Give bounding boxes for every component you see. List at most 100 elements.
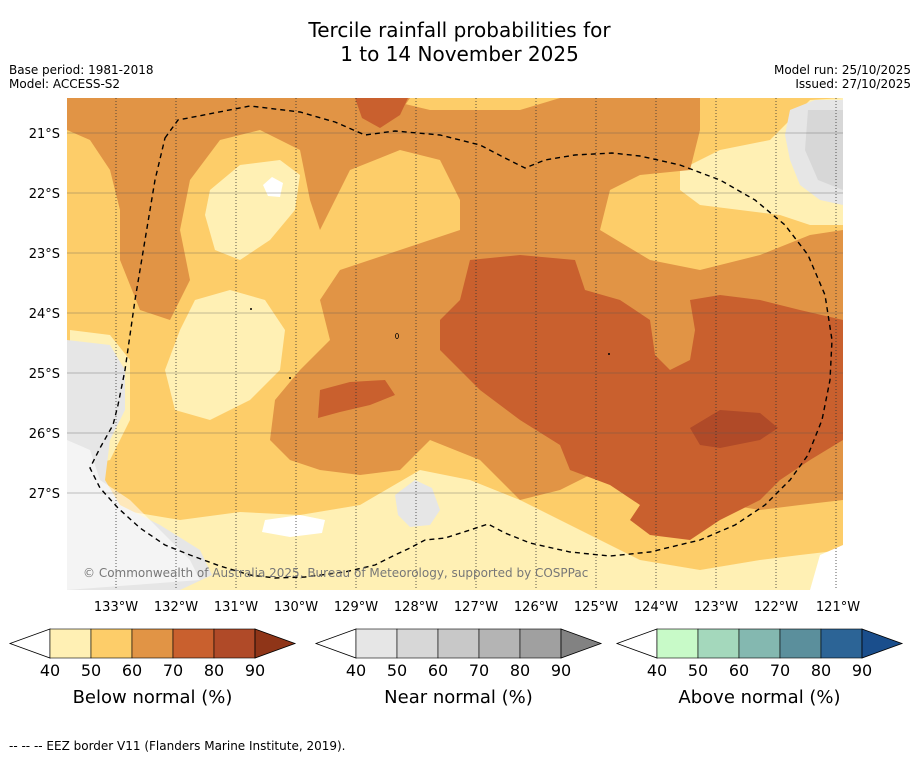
colorbar-segment [478,628,521,659]
colorbar-segment [49,628,92,659]
lon-label: 131°W [214,600,258,615]
colorbar-extension-low [8,628,51,659]
issued-date: Issued: 27/10/2025 [795,77,911,91]
colorbar-tick-label: 90 [245,661,265,680]
colorbar-title: Below normal (%) [73,687,233,708]
colorbar-segment [820,628,863,659]
island-marker [608,353,610,355]
colorbar-segment [90,628,133,659]
colorbar-segment [519,628,562,659]
field-white-south [262,515,325,537]
colorbar-segment [172,628,215,659]
colorbar-tick-label: 80 [811,661,831,680]
eez-footnote: -- -- -- EEZ border V11 (Flanders Marine… [9,739,346,753]
colorbar-tick-label: 50 [81,661,101,680]
lon-label: 130°W [274,600,318,615]
colorbar-segment [697,628,740,659]
longitude-labels: 133°W 132°W 131°W 130°W 129°W 128°W 127°… [94,600,860,615]
colorbar-segment [656,628,699,659]
field-brown [690,410,778,448]
colorbar-tick-label: 50 [387,661,407,680]
base-period: Base period: 1981-2018 [9,63,154,77]
lon-label: 133°W [94,600,138,615]
island-marker [250,308,252,310]
colorbar-tick-label: 60 [729,661,749,680]
colorbar-tick-label: 90 [852,661,872,680]
lat-label: 21°S [29,127,60,142]
model-name: Model: ACCESS-S2 [9,77,121,91]
probability-field: © Commonwealth of Australia 2025, Bureau… [67,98,843,590]
colorbar-title: Above normal (%) [678,687,840,708]
map-title: Tercile rainfall probabilities for 1 to … [0,18,919,66]
field-white-southeast [810,545,843,590]
lon-label: 127°W [454,600,498,615]
colorbar-segment [779,628,822,659]
colorbar-extension-low [314,628,357,659]
title-line-1: Tercile rainfall probabilities for [308,18,611,42]
lat-label: 22°S [29,187,60,202]
lon-label: 128°W [394,600,438,615]
colorbar-segment [131,628,174,659]
lon-label: 122°W [754,600,798,615]
lat-label: 23°S [29,247,60,262]
island-marker [289,377,291,379]
field-white-southwest [67,440,200,590]
meta-left: Base period: 1981-2018 Model: ACCESS-S2 [9,63,154,91]
colorbar-2: 40 50 60 70 80 90 Near normal (%) [314,628,603,708]
colorbar-tick-label: 60 [122,661,142,680]
lat-label: 27°S [29,487,60,502]
colorbar-tick-label: 70 [469,661,489,680]
map-canvas: © Commonwealth of Australia 2025, Bureau… [8,98,904,708]
colorbars: 40 50 60 70 80 90 Below normal (%) 40 50 60 70 80 90… [8,628,904,708]
colorbar-tick-label: 80 [204,661,224,680]
colorbar-tick-label: 80 [510,661,530,680]
colorbar-1: 40 50 60 70 80 90 Below normal (%) [8,628,297,708]
colorbar-title: Near normal (%) [384,687,533,708]
meta-right: Model run: 25/10/2025 Issued: 27/10/2025 [774,63,911,91]
lon-label: 132°W [154,600,198,615]
colorbar-extension-high [861,628,904,659]
colorbar-tick-label: 40 [40,661,60,680]
field-light-west [165,290,285,420]
colorbar-segment [213,628,256,659]
lon-label: 121°W [816,600,860,615]
copyright-text: © Commonwealth of Australia 2025, Bureau… [83,566,588,580]
title-line-2: 1 to 14 November 2025 [340,42,579,66]
field-darkorange-east [440,255,843,540]
field-darkorange-top [355,98,408,128]
lon-label: 126°W [514,600,558,615]
lat-label: 24°S [29,307,60,322]
lon-label: 123°W [694,600,738,615]
field-white-north [263,177,283,197]
latitude-labels: 21°S 22°S 23°S 24°S 25°S 26°S 27°S [29,127,60,502]
colorbar-segment [738,628,781,659]
colorbar-tick-label: 70 [163,661,183,680]
colorbar-extension-high [254,628,297,659]
colorbar-3: 40 50 60 70 80 90 Above normal (%) [615,628,904,708]
lon-label: 125°W [574,600,618,615]
lat-label: 25°S [29,367,60,382]
lon-label: 129°W [334,600,378,615]
colorbar-extension-high [560,628,603,659]
lon-label: 124°W [634,600,678,615]
field-grey2-northeast [805,110,843,190]
parallel-gridlines [67,132,843,494]
colorbar-tick-label: 40 [346,661,366,680]
colorbar-tick-label: 40 [647,661,667,680]
model-run: Model run: 25/10/2025 [773,63,911,77]
colorbar-extension-low [615,628,658,659]
field-grey-south [395,480,440,527]
field-light-south [67,470,843,590]
colorbar-tick-label: 90 [551,661,571,680]
meridian-gridlines [115,98,837,590]
colorbar-tick-label: 50 [688,661,708,680]
island-marker [395,333,399,339]
colorbar-segment [437,628,480,659]
field-darkorange-west [318,380,395,418]
colorbar-tick-label: 70 [770,661,790,680]
colorbar-segment [396,628,439,659]
lat-label: 26°S [29,427,60,442]
eez-border [89,105,833,579]
colorbar-tick-label: 60 [428,661,448,680]
colorbar-segment [355,628,398,659]
